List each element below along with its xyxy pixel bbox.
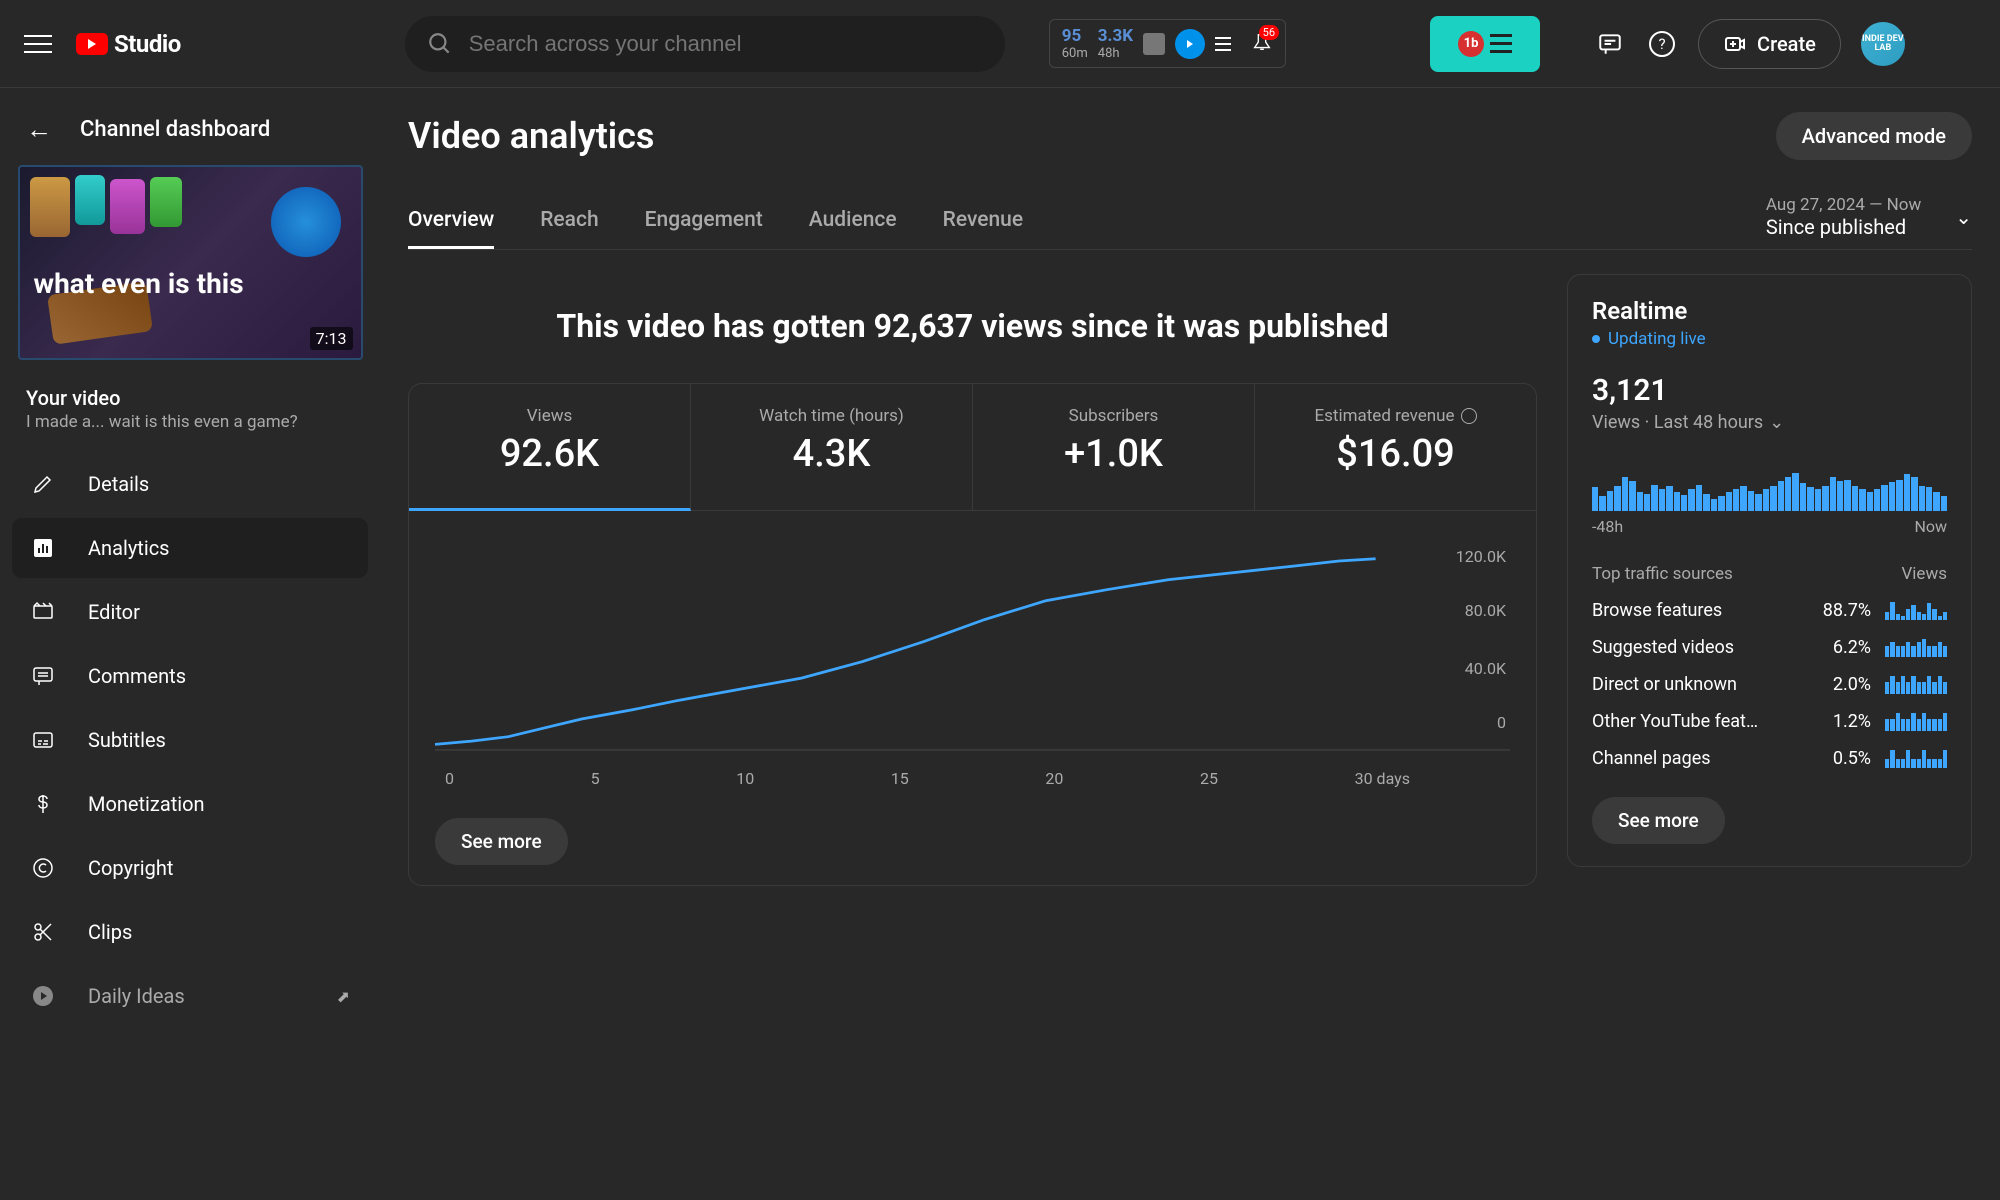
avatar[interactable]: INDIE DEV LAB <box>1861 22 1905 66</box>
chevron-down-icon: ⌄ <box>1955 205 1972 229</box>
sparkline <box>1885 639 1947 657</box>
realtime-bars-chart <box>1592 449 1947 511</box>
search-input[interactable] <box>469 31 983 57</box>
list-icon[interactable] <box>1215 37 1231 51</box>
your-video-heading: Your video <box>12 374 368 412</box>
metric-subscribers[interactable]: Subscribers +1.0K <box>973 384 1255 510</box>
back-to-dashboard[interactable]: ← Channel dashboard <box>12 106 368 153</box>
analytics-icon <box>30 535 56 561</box>
updating-live: Updating live <box>1592 329 1947 349</box>
scissors-icon <box>30 919 56 945</box>
comments-icon <box>30 663 56 689</box>
sparkline <box>1885 750 1947 768</box>
tab-audience[interactable]: Audience <box>809 194 897 249</box>
sparkline <box>1885 602 1947 620</box>
tabs: Overview Reach Engagement Audience Reven… <box>408 194 1023 249</box>
tubebuddy-button[interactable]: 1b <box>1430 16 1540 72</box>
sidebar-item-comments[interactable]: Comments <box>12 646 368 706</box>
sidebar-item-copyright[interactable]: Copyright <box>12 838 368 898</box>
copyright-icon <box>30 855 56 881</box>
sidebar-item-daily-ideas[interactable]: Daily Ideas ⬈ <box>12 966 368 1026</box>
sidebar-item-details[interactable]: Details <box>12 454 368 514</box>
sidebar: ← Channel dashboard what even is this 7:… <box>0 88 380 1200</box>
date-range-picker[interactable]: Aug 27, 2024 — Now Since published ⌄ <box>1766 195 1972 249</box>
sidebar-item-editor[interactable]: Editor <box>12 582 368 642</box>
live-dot-icon <box>1592 335 1600 343</box>
tab-engagement[interactable]: Engagement <box>645 194 763 249</box>
bars-icon <box>1143 33 1165 55</box>
editor-icon <box>30 599 56 625</box>
sidebar-item-clips[interactable]: Clips <box>12 902 368 962</box>
sparkline <box>1885 713 1947 731</box>
see-more-chart-button[interactable]: See more <box>435 818 568 865</box>
external-link-icon: ⬈ <box>337 987 350 1006</box>
extension-stats[interactable]: 9560m 3.3K48h 56 <box>1049 19 1286 68</box>
metrics-card: Views 92.6K Watch time (hours) 4.3K Subs… <box>408 383 1537 886</box>
metric-watch-time[interactable]: Watch time (hours) 4.3K <box>691 384 973 510</box>
traffic-source-row[interactable]: Browse features88.7% <box>1592 600 1947 621</box>
sidebar-item-analytics[interactable]: Analytics <box>12 518 368 578</box>
realtime-views-count: 3,121 <box>1592 373 1947 408</box>
search-box[interactable] <box>405 16 1005 72</box>
page-title: Video analytics <box>408 115 654 157</box>
sidebar-item-subtitles[interactable]: Subtitles <box>12 710 368 770</box>
advanced-mode-button[interactable]: Advanced mode <box>1776 112 1972 160</box>
realtime-views-label[interactable]: Views · Last 48 hours ⌄ <box>1592 412 1947 433</box>
sparkline <box>1885 676 1947 694</box>
pencil-icon <box>30 471 56 497</box>
chat-icon[interactable] <box>1594 28 1626 60</box>
camera-plus-icon <box>1723 32 1747 56</box>
search-icon <box>427 31 453 57</box>
notification-icon[interactable]: 56 <box>1251 31 1273 57</box>
top-bar: Studio 9560m 3.3K48h 56 1b ? <box>0 0 2000 88</box>
studio-logo[interactable]: Studio <box>76 30 181 58</box>
traffic-source-row[interactable]: Direct or unknown2.0% <box>1592 674 1947 695</box>
dollar-icon <box>30 791 56 817</box>
video-title-text: I made a... wait is this even a game? <box>12 412 368 450</box>
clock-icon <box>1461 408 1477 424</box>
metric-views[interactable]: Views 92.6K <box>409 384 691 511</box>
help-icon[interactable]: ? <box>1646 28 1678 60</box>
tab-overview[interactable]: Overview <box>408 194 494 249</box>
see-more-realtime-button[interactable]: See more <box>1592 797 1725 844</box>
video-thumbnail[interactable]: what even is this 7:13 <box>18 165 363 360</box>
menu-icon[interactable] <box>24 35 52 53</box>
metric-revenue[interactable]: Estimated revenue $16.09 <box>1255 384 1536 510</box>
realtime-title: Realtime <box>1592 297 1947 325</box>
tab-revenue[interactable]: Revenue <box>943 194 1023 249</box>
sidebar-item-monetization[interactable]: Monetization <box>12 774 368 834</box>
tab-reach[interactable]: Reach <box>540 194 598 249</box>
play-circle-icon <box>30 983 56 1009</box>
traffic-source-row[interactable]: Channel pages0.5% <box>1592 748 1947 769</box>
create-button[interactable]: Create <box>1698 19 1841 69</box>
traffic-source-row[interactable]: Suggested videos6.2% <box>1592 637 1947 658</box>
realtime-card: Realtime Updating live 3,121 Views · Las… <box>1567 274 1972 867</box>
headline-text: This video has gotten 92,637 views since… <box>408 274 1537 383</box>
traffic-source-row[interactable]: Other YouTube feat…1.2% <box>1592 711 1947 732</box>
chevron-down-icon: ⌄ <box>1769 412 1784 433</box>
subtitles-icon <box>30 727 56 753</box>
play-circle-icon[interactable] <box>1175 29 1205 59</box>
back-arrow-icon: ← <box>26 114 52 145</box>
views-chart: 120.0K 80.0K 40.0K 0 0 5 10 15 <box>409 511 1536 802</box>
main-content: Video analytics Advanced mode Overview R… <box>380 88 2000 1200</box>
